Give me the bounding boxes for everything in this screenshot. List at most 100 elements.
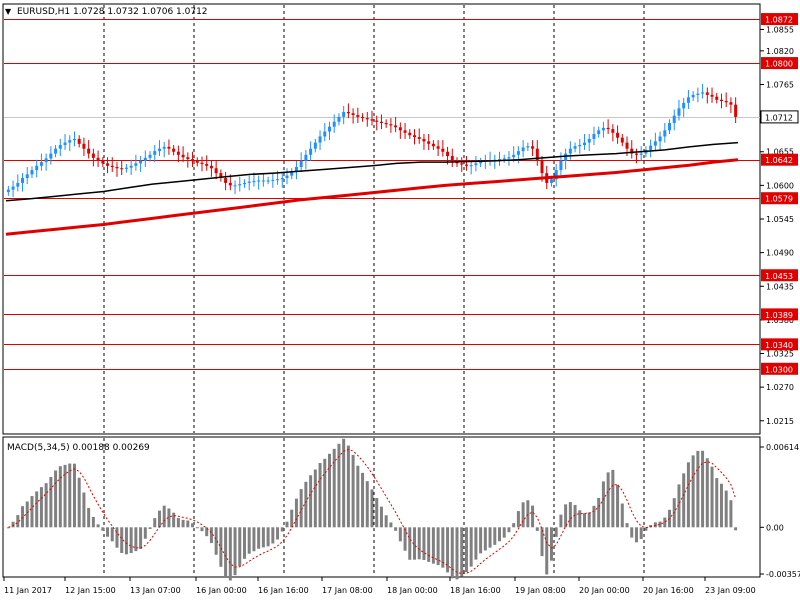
symbol-menu-icon[interactable]: ▼ — [5, 7, 12, 16]
candle-body — [11, 186, 15, 190]
candle-body — [124, 167, 128, 169]
time-tick-label: 20 Jan 16:00 — [643, 586, 694, 595]
candle-body — [583, 142, 587, 146]
level-price-tag-label: 1.0579 — [765, 195, 793, 204]
candle-body — [559, 160, 563, 171]
macd-bar — [271, 527, 275, 544]
level-price-tag-label: 1.0389 — [765, 311, 793, 320]
level-price-tag — [761, 13, 798, 26]
time-tick-label: 23 Jan 09:00 — [705, 586, 756, 595]
macd-tick-label: 0.00614 — [766, 443, 799, 452]
candle-body — [441, 148, 445, 152]
price-tick-label: 1.0325 — [766, 350, 794, 359]
candle-body — [247, 181, 251, 183]
candle-body — [115, 167, 119, 169]
candle-body — [611, 129, 615, 133]
candle-body — [460, 163, 464, 165]
macd-bar — [299, 489, 303, 528]
candle-body — [304, 154, 308, 161]
price-tick-label: 1.0655 — [766, 148, 794, 157]
macd-bar — [87, 507, 91, 528]
macd-bar — [351, 454, 355, 528]
candle-body — [413, 135, 417, 138]
candle-body — [228, 182, 232, 186]
macd-bar — [493, 527, 497, 545]
macd-bar — [512, 523, 516, 528]
macd-bar — [209, 527, 213, 544]
macd-bar — [682, 473, 686, 528]
candle-body — [68, 140, 72, 143]
macd-bar — [148, 527, 152, 530]
candle-body — [691, 94, 695, 98]
candle-body — [77, 138, 81, 144]
macd-bar — [516, 511, 520, 528]
time-tick-label: 12 Jan 15:00 — [65, 586, 116, 595]
macd-bar — [63, 464, 67, 528]
candle-body — [224, 178, 228, 183]
macd-bar — [44, 483, 48, 528]
macd-bar — [502, 527, 506, 538]
candle-body — [323, 131, 327, 137]
candle-body — [634, 153, 638, 155]
candle-body — [375, 120, 379, 122]
time-tick-label: 13 Jan 07:00 — [130, 586, 181, 595]
sma-black-line — [5, 141, 739, 202]
level-price-tag — [761, 338, 798, 351]
candle-body — [106, 163, 110, 166]
candle-body — [469, 165, 473, 167]
macd-bar — [545, 527, 549, 575]
candle-body — [649, 145, 653, 150]
candle-body — [526, 146, 530, 148]
time-tick-label: 17 Jan 08:00 — [322, 586, 373, 595]
macd-bar — [290, 509, 294, 528]
macd-bar — [68, 463, 72, 528]
candle-body — [172, 148, 176, 152]
macd-bar — [469, 527, 473, 567]
macd-bar — [337, 443, 341, 528]
macd-bar — [115, 527, 119, 548]
macd-bar — [280, 527, 284, 532]
macd-bar — [242, 527, 246, 559]
macd-bar — [394, 527, 398, 531]
macd-bar — [39, 487, 43, 528]
candle-body — [186, 157, 190, 160]
candle-body — [639, 153, 643, 155]
macd-bar — [82, 492, 86, 528]
macd-bar — [583, 513, 587, 528]
macd-tick-label: 0.00 — [766, 523, 784, 532]
level-price-tag-label: 1.0300 — [765, 365, 793, 374]
level-price-tag — [761, 57, 798, 70]
candle-body — [309, 148, 313, 155]
candle-body — [479, 161, 483, 164]
macd-bar — [601, 481, 605, 528]
price-tick-label: 1.0215 — [766, 417, 794, 426]
macd-bar — [625, 523, 629, 528]
macd-bar — [285, 521, 289, 528]
level-price-tag-label: 1.0642 — [765, 156, 793, 165]
macd-bar — [172, 512, 176, 528]
candle-body — [686, 97, 690, 103]
candle-body — [696, 93, 700, 95]
candle-body — [252, 181, 256, 183]
macd-bar — [205, 527, 209, 537]
macd-bar — [658, 521, 662, 528]
macd-bar — [323, 458, 327, 528]
level-price-tag — [761, 192, 798, 205]
candle-body — [398, 127, 402, 131]
macd-bar — [686, 462, 690, 528]
macd-bar — [663, 517, 667, 528]
candle-body — [710, 94, 714, 97]
candle-body — [233, 185, 237, 187]
macd-bar — [710, 466, 714, 528]
macd-bar — [266, 527, 270, 547]
time-axis: 11 Jan 2017 12 Jan 15:00 13 Jan 07:00 16 Ja… — [3, 577, 756, 595]
candle-body — [564, 153, 568, 161]
candle-body — [25, 174, 29, 179]
candle-body — [209, 165, 213, 169]
candle-body — [446, 151, 450, 157]
macd-bar — [488, 527, 492, 548]
candle-body — [417, 137, 421, 139]
macd-bar — [224, 527, 228, 578]
